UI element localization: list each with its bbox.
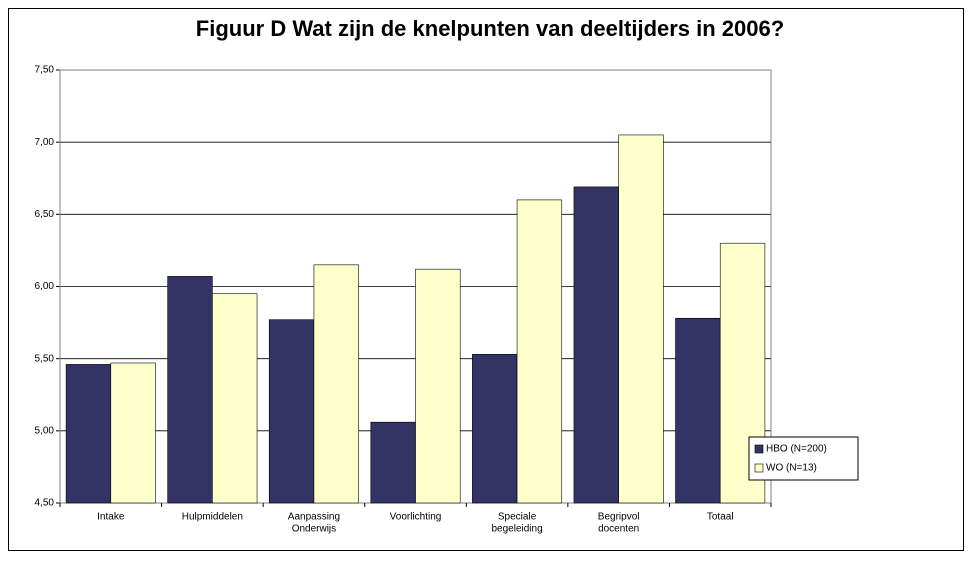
bar [675,317,721,504]
bar [110,362,156,504]
y-tick-label: 7,50 [35,65,55,76]
legend-label: HBO (N=200) [766,444,827,455]
y-tick-label: 5,00 [35,425,55,436]
y-tick-label: 4,50 [35,498,55,509]
x-tick-label: Intake [97,512,125,523]
chart-title: Figuur D Wat zijn de knelpunten van deel… [196,16,784,41]
x-tick-label: Aanpassing [288,512,340,523]
x-tick-label: Voorlichting [390,512,442,523]
x-tick-label: Speciale [498,512,537,523]
y-tick-label: 5,50 [35,353,55,364]
legend-swatch [754,463,764,473]
x-tick-label: docenten [598,524,639,535]
bar [516,199,563,504]
bar [370,421,416,504]
y-tick-label: 7,00 [35,137,55,148]
x-tick-label: begeleiding [491,524,542,535]
x-tick-label: Hulpmiddelen [182,512,243,523]
legend-label: WO (N=13) [766,463,817,474]
bar [618,134,664,504]
bar [472,354,518,504]
y-tick-label: 6,00 [35,281,55,292]
bar [573,186,619,504]
y-tick-label: 6,50 [35,209,55,220]
bar [212,293,258,504]
x-tick-label: Onderwijs [292,524,336,535]
bar [65,364,112,504]
bar [313,264,359,504]
x-tick-label: Totaal [707,512,734,523]
bar [167,276,213,504]
legend-swatch [754,444,764,454]
x-tick-label: Begripvol [598,512,640,523]
bar [415,268,461,504]
legend-box [748,436,859,481]
bar [268,319,315,504]
